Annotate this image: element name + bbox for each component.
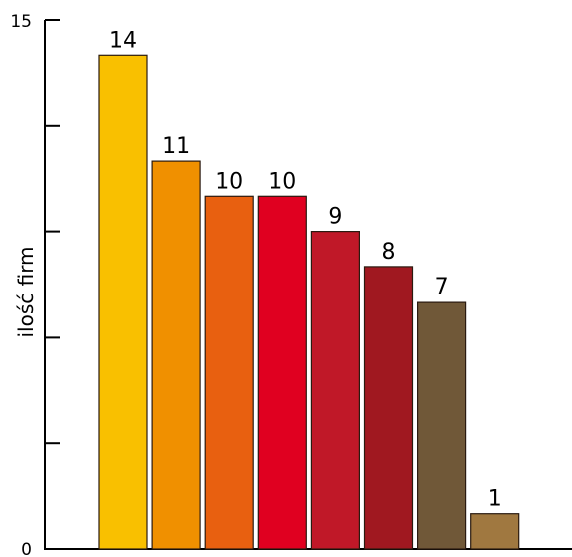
data-labels-group: 14 11 10 10 9 8 7 1: [109, 28, 502, 511]
bars-group: [98, 54, 520, 550]
bar-7: [417, 301, 467, 550]
data-label-4: 10: [268, 169, 296, 194]
data-label-2: 11: [162, 134, 190, 159]
data-label-1: 14: [109, 28, 137, 53]
data-label-7: 7: [435, 275, 449, 300]
y-tick-label-max: 15: [10, 12, 32, 32]
bar-8: [470, 513, 520, 550]
bar-3: [204, 195, 254, 550]
bar-2: [151, 160, 201, 550]
y-axis-title: ilość firm: [14, 246, 38, 337]
data-label-5: 9: [328, 205, 342, 230]
data-label-6: 8: [382, 240, 396, 265]
bar-4: [257, 195, 307, 550]
bar-6: [363, 266, 414, 550]
y-axis-ticks: [45, 19, 60, 550]
data-label-8: 1: [488, 487, 502, 512]
y-tick-label-min: 0: [21, 540, 32, 557]
bar-1: [98, 54, 148, 550]
bar-5: [310, 231, 360, 550]
data-label-3: 10: [215, 169, 243, 194]
